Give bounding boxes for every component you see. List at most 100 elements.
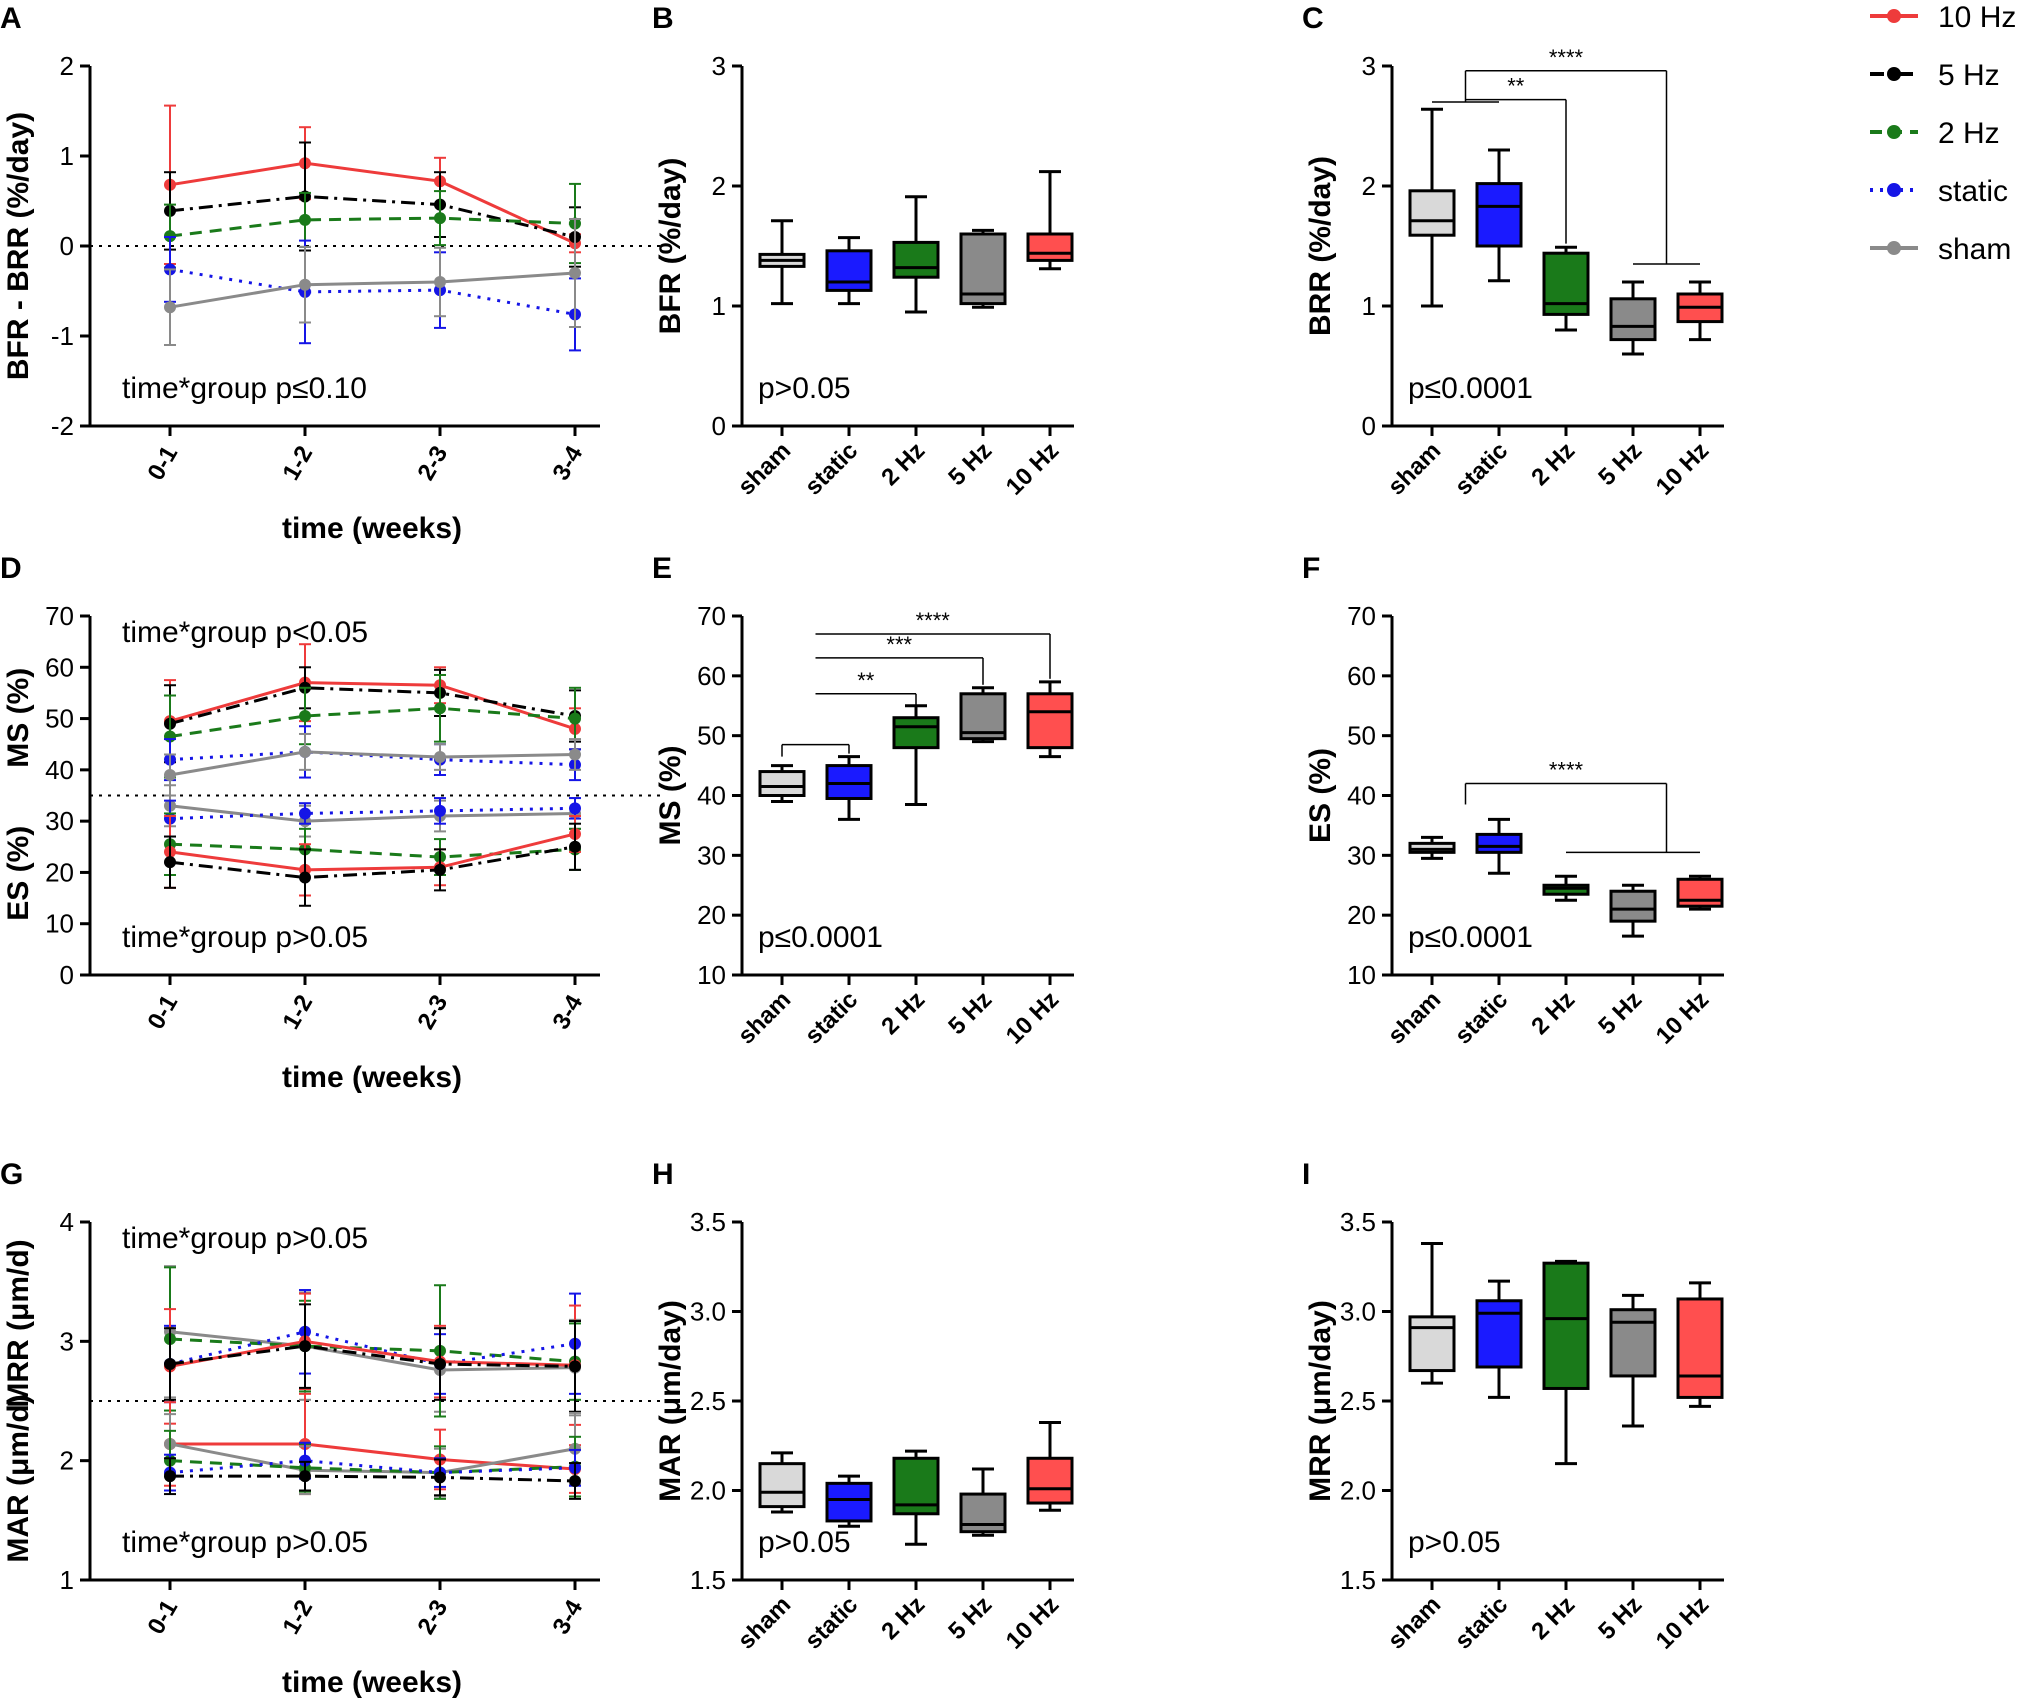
- x-tick-label: 2 Hz: [876, 986, 930, 1040]
- significance-bracket: **: [815, 668, 917, 706]
- data-point: [434, 1358, 446, 1371]
- legend-label: 5 Hz: [1938, 59, 2000, 92]
- y-tick-label: 3: [1362, 51, 1376, 81]
- box-iqr: [1676, 1297, 1724, 1399]
- box-iqr: [892, 240, 940, 279]
- y-tick-label: 70: [697, 601, 726, 631]
- box-2hz: [1542, 1259, 1590, 1466]
- box-static: [1475, 1279, 1523, 1399]
- x-tick-label: 10 Hz: [1651, 437, 1714, 500]
- data-point: [569, 712, 581, 725]
- x-tick-label: 5 Hz: [1593, 1591, 1647, 1645]
- x-tick-label: sham: [1383, 1591, 1446, 1654]
- significance-bracket: **: [1465, 74, 1567, 244]
- data-point: [434, 276, 446, 288]
- series-sham: [164, 1265, 581, 1417]
- series-5hz: [164, 1457, 581, 1500]
- series-line: [169, 1344, 576, 1368]
- panel-F: 10 20 30 40 50 60 70 F ES (%) sham static 2 Hz 5 Hz 1…: [1302, 552, 1724, 1050]
- y-tick-label: 3: [712, 51, 726, 81]
- significance-label: **: [1507, 74, 1525, 99]
- y-tick-label: 50: [697, 721, 726, 751]
- series-line: [169, 806, 576, 821]
- box-sham: [758, 1451, 806, 1514]
- box-static: [1475, 817, 1523, 875]
- series-2hz: [164, 1266, 581, 1418]
- box-iqr: [1026, 232, 1074, 262]
- series-2hz: [164, 182, 581, 269]
- x-tick-label: sham: [1383, 986, 1446, 1049]
- series-line: [169, 706, 576, 739]
- y-tick-label: 0: [60, 960, 74, 990]
- series-line: [169, 1459, 576, 1475]
- series-line: [170, 1442, 576, 1471]
- x-tick-label: sham: [1383, 437, 1446, 500]
- x-tick-label: 2 Hz: [1526, 437, 1580, 491]
- data-point: [299, 710, 311, 723]
- box-10hz: [1676, 1281, 1724, 1408]
- box-static: [1475, 148, 1523, 283]
- series-static: [164, 1289, 581, 1404]
- y-tick-label: 10: [697, 960, 726, 990]
- y-tick-label: 50: [1347, 721, 1376, 751]
- annotation: p>0.05: [758, 1526, 851, 1559]
- y-tick-label: 2: [1362, 171, 1376, 201]
- data-point: [164, 1470, 176, 1483]
- data-point: [434, 863, 446, 876]
- annotation: time*group p≤0.10: [122, 372, 367, 405]
- y-tick-label: 3.5: [690, 1207, 726, 1237]
- y-tick-label: 60: [697, 661, 726, 691]
- series-line: [169, 804, 576, 823]
- y-tick-label: 30: [697, 840, 726, 870]
- series-line: [169, 161, 576, 245]
- box-2hz: [892, 704, 940, 806]
- box-10hz: [1026, 170, 1074, 271]
- significance-label: **: [857, 668, 875, 693]
- y-tick-label: 40: [1347, 781, 1376, 811]
- x-axis-title: time (weeks): [282, 1061, 462, 1094]
- box-10hz: [1026, 680, 1074, 759]
- legend-item-static: static: [1870, 175, 2008, 208]
- y-tick-label: 2.0: [690, 1476, 726, 1506]
- y-axis-title-top: MRR (μm/d): [2, 1239, 35, 1407]
- significance-label: ****: [1549, 45, 1584, 70]
- y-tick-label: 10: [45, 909, 74, 939]
- x-tick-label: 1-2: [277, 442, 318, 486]
- series-static: [164, 1441, 581, 1492]
- significance-label: ****: [916, 608, 951, 633]
- box-iqr: [1475, 182, 1523, 248]
- y-tick-label: 20: [697, 900, 726, 930]
- x-tick-label: 3-4: [547, 990, 588, 1034]
- data-point: [299, 1470, 311, 1483]
- series-sham: [164, 732, 581, 797]
- y-tick-label: 0: [1362, 411, 1376, 441]
- x-tick-label: 5 Hz: [943, 1591, 997, 1645]
- y-tick-label: 10: [1347, 960, 1376, 990]
- y-tick-label: 30: [1347, 840, 1376, 870]
- data-point: [299, 213, 311, 226]
- data-point: [569, 267, 581, 279]
- box-iqr: [1609, 1308, 1657, 1378]
- box-iqr: [1609, 297, 1657, 342]
- data-point: [299, 278, 311, 291]
- x-tick-label: 2-3: [412, 991, 453, 1035]
- y-tick-label: 2: [60, 51, 74, 81]
- x-tick-label: 2 Hz: [1526, 986, 1580, 1040]
- y-tick-label: 1.5: [690, 1565, 726, 1595]
- x-tick-label: 0-1: [142, 991, 183, 1035]
- series-line: [169, 686, 576, 726]
- y-tick-label: 0: [712, 411, 726, 441]
- panel-letter: C: [1302, 2, 1324, 35]
- y-tick-label: 1: [60, 141, 74, 171]
- x-tick-label: 2-3: [412, 1596, 453, 1640]
- box-2hz: [1542, 874, 1590, 902]
- legend-label: 10 Hz: [1938, 1, 2016, 34]
- y-tick-label: 40: [697, 781, 726, 811]
- significance-bracket: ****: [1464, 758, 1668, 853]
- significance-label: ***: [886, 632, 912, 657]
- y-tick-label: 70: [1347, 601, 1376, 631]
- y-tick-label: 20: [1347, 900, 1376, 930]
- y-tick-label: 40: [45, 755, 74, 785]
- x-tick-label: static: [800, 1591, 863, 1654]
- y-tick-label: 3.0: [1340, 1297, 1376, 1327]
